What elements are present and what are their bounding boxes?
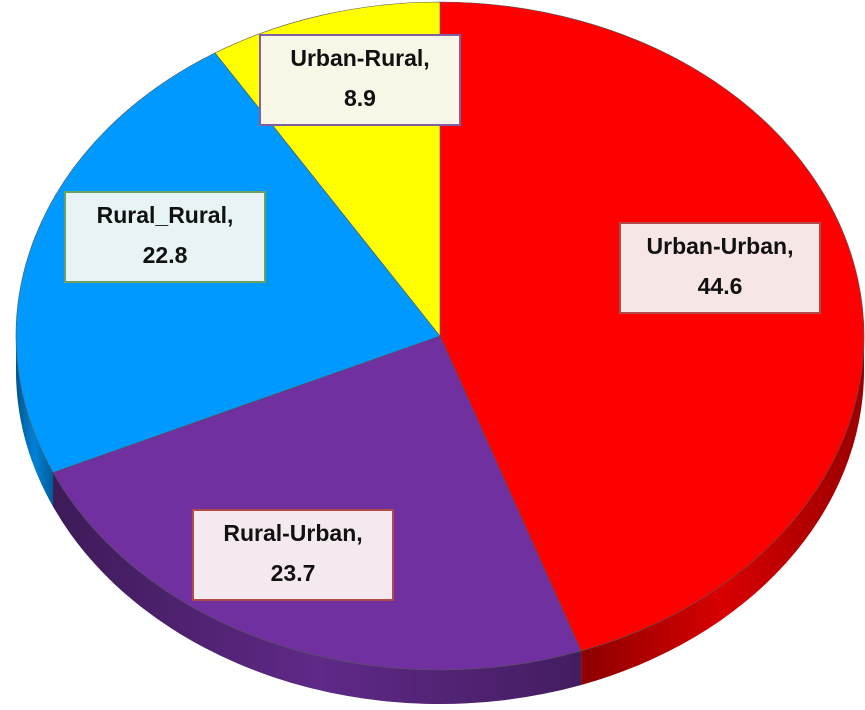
data-label-value: 22.8: [143, 242, 188, 268]
data-label-name: Urban-Rural,: [290, 45, 429, 71]
label-box: [192, 509, 394, 601]
slice: [439, 1, 865, 652]
label-box: [619, 222, 821, 314]
data-label-name: Rural-Urban,: [223, 520, 362, 546]
label-box: [64, 191, 266, 283]
data-label-value: 23.7: [271, 560, 316, 586]
label-box: [259, 34, 461, 126]
slice-side-shade: [581, 336, 864, 685]
data-label-name: Rural_Rural,: [97, 202, 234, 228]
data-label-name: Urban-Urban,: [647, 233, 794, 259]
data-label-value: 8.9: [344, 85, 376, 111]
data-label-value: 44.6: [698, 273, 743, 299]
slice: [52, 335, 582, 671]
slice-side-shade: [16, 336, 54, 507]
slice-side-shade: [53, 472, 582, 705]
